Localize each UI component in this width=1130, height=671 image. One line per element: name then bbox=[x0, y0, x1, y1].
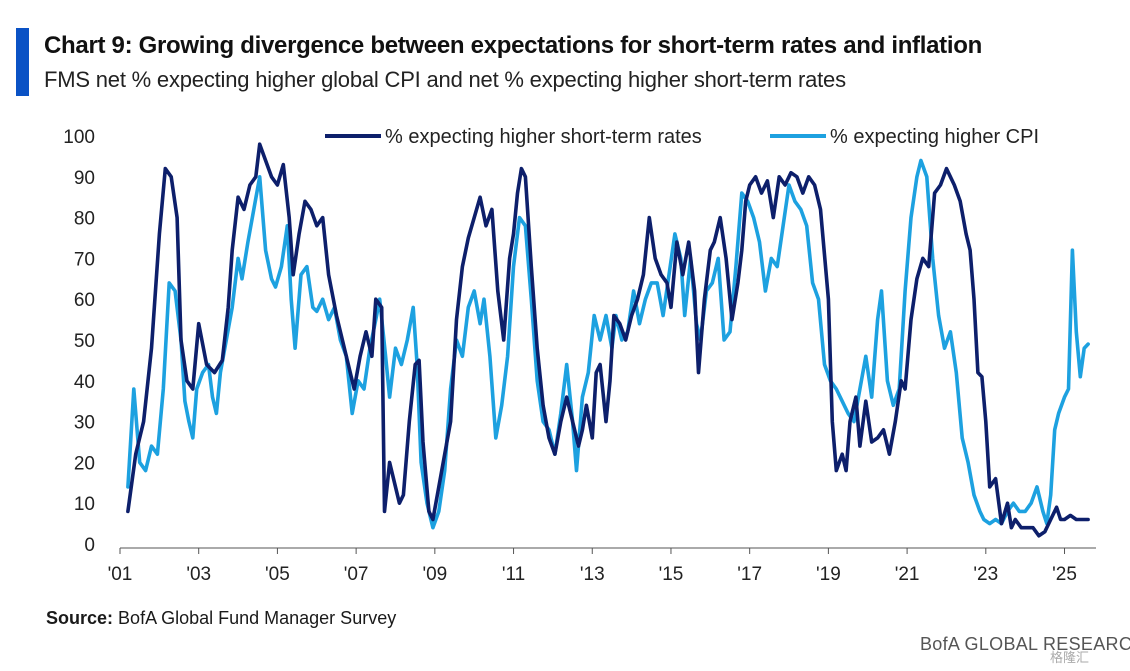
y-tick-label: 60 bbox=[74, 290, 95, 311]
x-tick-label: '21 bbox=[895, 564, 920, 585]
x-tick-label: '19 bbox=[816, 564, 841, 585]
y-tick-label: 50 bbox=[74, 331, 95, 352]
chart-title: Chart 9: Growing divergence between expe… bbox=[44, 32, 982, 59]
source-label: Source: bbox=[46, 608, 114, 628]
x-tick-label: '17 bbox=[737, 564, 762, 585]
x-tick-label: '01 bbox=[108, 564, 133, 585]
legend: % expecting higher short-term rates % exp… bbox=[325, 126, 1039, 148]
x-tick-label: '13 bbox=[580, 564, 605, 585]
x-tick-label: '05 bbox=[265, 564, 290, 585]
y-tick-label: 30 bbox=[74, 413, 95, 434]
x-tick-label: '03 bbox=[186, 564, 211, 585]
legend-label: % expecting higher short-term rates bbox=[385, 126, 702, 148]
y-tick-label: 10 bbox=[74, 494, 95, 515]
source-note: Source: BofA Global Fund Manager Survey bbox=[46, 608, 396, 629]
series-line-0 bbox=[126, 142, 1090, 538]
y-tick-label: 20 bbox=[74, 453, 95, 474]
legend-label: % expecting higher CPI bbox=[830, 126, 1039, 148]
chart-subtitle: FMS net % expecting higher global CPI an… bbox=[44, 67, 846, 92]
y-tick-label: 0 bbox=[84, 535, 95, 556]
y-tick-label: 90 bbox=[74, 168, 95, 189]
y-axis-labels: 0 10 20 30 40 50 60 70 80 90 100 bbox=[63, 127, 95, 556]
x-tick-label: '25 bbox=[1052, 564, 1077, 585]
x-tick-label: '07 bbox=[344, 564, 369, 585]
source-text: BofA Global Fund Manager Survey bbox=[118, 608, 397, 628]
watermark: 格隆汇 bbox=[1050, 650, 1090, 665]
x-tick-label: '15 bbox=[659, 564, 684, 585]
y-tick-label: 80 bbox=[74, 209, 95, 230]
accent-bar bbox=[16, 28, 29, 96]
x-axis: '01 '03 '05 '07 '09 '11 '13 '15 '17 '19 '21 '23 '25 bbox=[108, 547, 1096, 585]
series-layer bbox=[126, 142, 1090, 538]
x-tick-label: '09 bbox=[422, 564, 447, 585]
y-tick-label: 40 bbox=[74, 372, 95, 393]
x-tick-label: '11 bbox=[502, 564, 525, 585]
y-tick-label: 70 bbox=[74, 249, 95, 270]
x-tick-label: '23 bbox=[973, 564, 998, 585]
brand-label: BofA GLOBAL RESEARCH bbox=[920, 634, 1130, 654]
y-tick-label: 100 bbox=[63, 127, 95, 148]
series-line-1 bbox=[126, 158, 1090, 530]
